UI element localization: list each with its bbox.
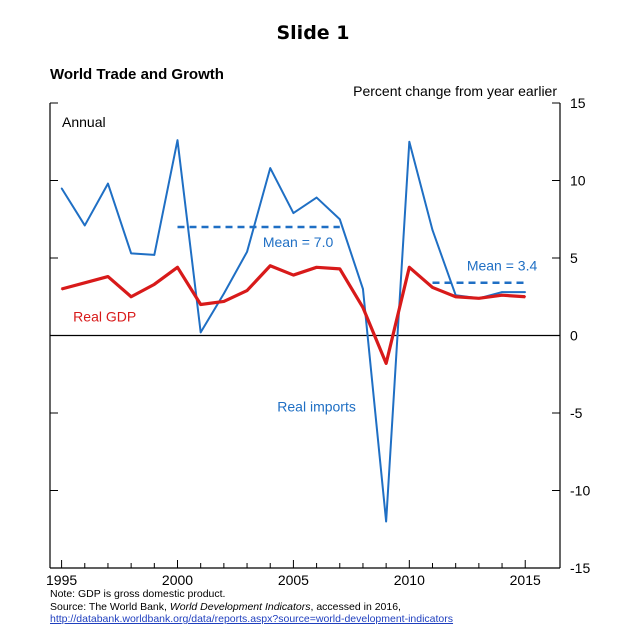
- real-imports-label: Real imports: [277, 398, 356, 414]
- real-gdp-point: [223, 300, 225, 303]
- real-gdp-point: [269, 264, 272, 267]
- real-imports-point: [176, 139, 179, 141]
- chart-frame: [49, 103, 561, 569]
- real-gdp-point: [315, 266, 318, 269]
- axis-ticks: -15 -10 -5 0 5 10 15 1995 2000 2005 2010 2015: [46, 95, 590, 588]
- real-imports-point: [315, 196, 318, 199]
- real-gdp-point: [107, 275, 109, 278]
- source-text: Source: The World Bank, World Developmen…: [50, 600, 401, 613]
- real-imports-point: [524, 291, 527, 293]
- mean-label: Mean = 7.0: [263, 234, 334, 250]
- slide-title: Slide 1: [276, 22, 350, 44]
- y-tick-label: 5: [570, 250, 578, 266]
- y-tick-label: -10: [570, 483, 590, 499]
- real-gdp-point: [501, 294, 503, 297]
- x-tick-label: 2010: [394, 572, 425, 588]
- real-gdp-point: [83, 282, 86, 284]
- real-imports-point: [431, 229, 434, 231]
- real-gdp-point: [292, 274, 295, 276]
- chart-annotations: Mean = 7.0 Mean = 3.4 Real imports Real GDP: [73, 234, 537, 414]
- real-gdp-point: [338, 268, 341, 270]
- y-tick-label: 15: [570, 95, 586, 111]
- x-tick-label: 2005: [278, 572, 309, 588]
- y-tick-label: 10: [570, 173, 586, 189]
- real-imports-point: [153, 254, 156, 256]
- real-imports-line: [60, 139, 526, 523]
- source-link[interactable]: http://databank.worldbank.org/data/repor…: [50, 613, 454, 625]
- real-imports-point: [269, 167, 272, 169]
- real-imports-point: [199, 331, 202, 334]
- real-gdp-point: [60, 288, 63, 290]
- real-imports-point: [408, 140, 411, 143]
- real-imports-point: [130, 252, 132, 255]
- real-imports-point: [338, 218, 341, 221]
- note-text: Note: GDP is gross domestic product.: [50, 588, 226, 600]
- real-gdp-point: [199, 303, 202, 306]
- real-gdp-point: [478, 297, 480, 300]
- real-imports-point: [501, 291, 503, 293]
- real-imports-point: [60, 187, 63, 190]
- real-gdp-point: [454, 295, 457, 298]
- real-gdp-point: [176, 266, 179, 269]
- y-tick-label: 0: [570, 328, 578, 344]
- mean-label: Mean = 3.4: [467, 257, 538, 273]
- real-imports-point: [385, 520, 387, 523]
- mean-lines: [177, 225, 526, 285]
- real-imports-point: [107, 182, 109, 185]
- chart-title: World Trade and Growth: [50, 66, 224, 83]
- y-tick-label: -5: [570, 405, 583, 421]
- real-gdp-point: [524, 295, 527, 298]
- annual-label: Annual: [62, 114, 106, 130]
- real-imports-point: [83, 224, 86, 227]
- y-axis-label: Percent change from year earlier: [353, 83, 557, 99]
- real-imports-point: [292, 212, 295, 214]
- chart-notes: Note: GDP is gross domestic product. Sou…: [50, 588, 453, 626]
- x-tick-label: 1995: [46, 572, 77, 588]
- real-gdp-label: Real GDP: [73, 309, 136, 325]
- real-gdp-point: [408, 266, 411, 269]
- real-imports-point: [246, 251, 248, 253]
- real-gdp-point: [246, 289, 248, 292]
- real-gdp-point: [130, 295, 132, 298]
- real-gdp-point: [385, 362, 387, 365]
- x-tick-label: 2000: [162, 572, 193, 588]
- real-imports-point: [223, 292, 225, 295]
- x-tick-label: 2015: [510, 572, 541, 588]
- series-lines: [60, 139, 527, 523]
- source-title: World Development Indicators: [169, 600, 311, 613]
- y-tick-label: -15: [570, 560, 590, 576]
- real-imports-point: [362, 288, 364, 290]
- real-gdp-point: [431, 286, 434, 289]
- real-gdp-point: [153, 283, 156, 286]
- real-gdp-point: [362, 306, 364, 309]
